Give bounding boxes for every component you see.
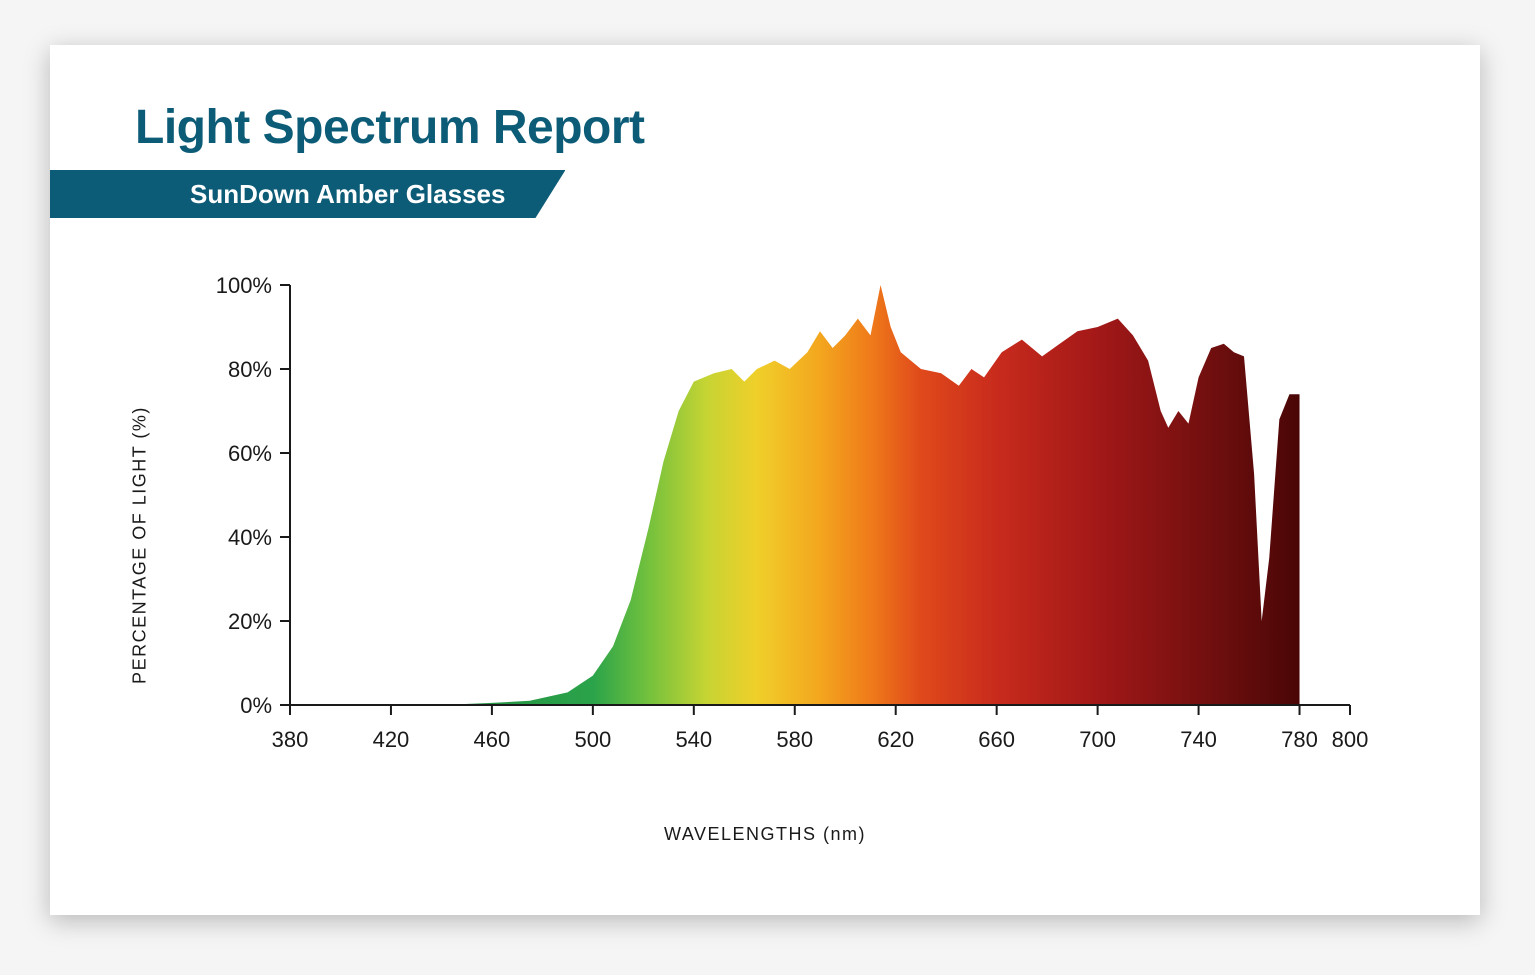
y-tick-label: 20%	[228, 609, 272, 634]
y-tick-label: 40%	[228, 525, 272, 550]
x-axis-label: WAVELENGTHS (nm)	[664, 824, 866, 845]
chart-svg: 380 420 460 500 540 580 620 660 700 740 780 800 0% 20…	[140, 255, 1390, 795]
x-tick-label: 740	[1180, 727, 1217, 752]
x-tick-label: 540	[675, 727, 712, 752]
x-tick-label: 420	[373, 727, 410, 752]
x-tick-label: 500	[574, 727, 611, 752]
x-tick-label: 580	[776, 727, 813, 752]
report-card: Light Spectrum Report SunDown Amber Glas…	[50, 45, 1480, 915]
x-tick-label: 660	[978, 727, 1015, 752]
y-tick-label: 100%	[216, 273, 272, 298]
spectrum-chart: PERCENTAGE OF LIGHT (%) 3804204605005405…	[140, 255, 1390, 835]
y-tick-label: 60%	[228, 441, 272, 466]
x-tick-label: 460	[474, 727, 511, 752]
x-tick-label: 380	[272, 727, 309, 752]
y-tick-label: 80%	[228, 357, 272, 382]
subtitle-bar: SunDown Amber Glasses	[50, 170, 565, 218]
x-tick-label: 700	[1079, 727, 1116, 752]
spectrum-area	[290, 285, 1300, 705]
y-tick-label: 0%	[240, 693, 272, 718]
x-tick-label: 620	[877, 727, 914, 752]
report-title: Light Spectrum Report	[135, 100, 645, 155]
x-tick-label: 800	[1332, 727, 1369, 752]
y-axis-label: PERCENTAGE OF LIGHT (%)	[130, 406, 151, 684]
x-tick-label: 780	[1281, 727, 1318, 752]
